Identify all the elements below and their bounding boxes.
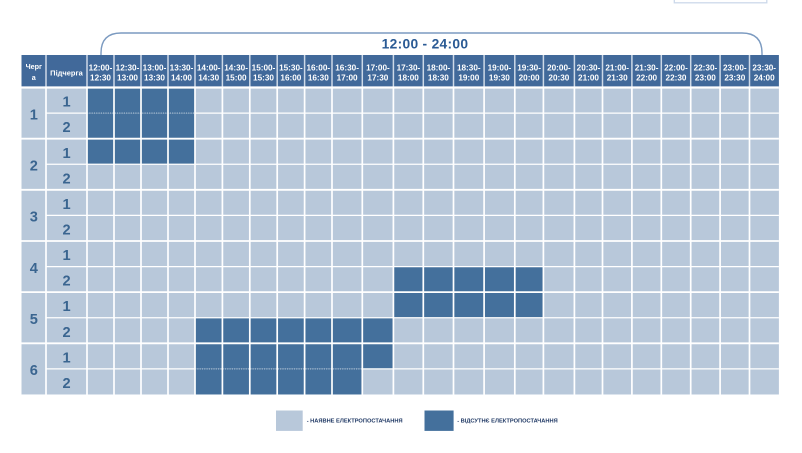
svg-text:22:30: 22:30 [666, 73, 687, 82]
svg-text:6: 6 [30, 363, 38, 379]
svg-text:19:00: 19:00 [458, 73, 479, 82]
svg-text:20:00-: 20:00- [547, 64, 571, 73]
svg-text:1: 1 [62, 197, 70, 213]
svg-text:15:30-: 15:30- [279, 64, 303, 73]
svg-text:19:00-: 19:00- [488, 64, 512, 73]
svg-text:13:30-: 13:30- [170, 64, 194, 73]
svg-text:14:00: 14:00 [171, 73, 192, 82]
svg-text:Підчерга: Підчерга [50, 69, 83, 78]
svg-text:21:00: 21:00 [578, 73, 599, 82]
svg-text:23:30-: 23:30- [752, 64, 776, 73]
svg-text:12:00 - 24:00: 12:00 - 24:00 [382, 37, 469, 52]
svg-text:1: 1 [62, 95, 70, 111]
svg-text:1: 1 [62, 146, 70, 162]
svg-text:13:00-: 13:00- [143, 64, 167, 73]
svg-text:14:30-: 14:30- [224, 64, 248, 73]
svg-text:20:30: 20:30 [548, 73, 569, 82]
svg-text:21:30: 21:30 [607, 73, 628, 82]
svg-text:15:30: 15:30 [253, 73, 274, 82]
svg-text:1: 1 [62, 299, 70, 315]
svg-text:18:30: 18:30 [428, 73, 449, 82]
svg-text:13:30: 13:30 [144, 73, 165, 82]
svg-text:1: 1 [62, 248, 70, 264]
svg-text:16:00: 16:00 [280, 73, 301, 82]
svg-text:1: 1 [62, 350, 70, 366]
svg-text:- НАЯВНЕ ЕЛЕКТРОПОСТАЧАННЯ: - НАЯВНЕ ЕЛЕКТРОПОСТАЧАННЯ [307, 419, 403, 425]
svg-text:24:00: 24:00 [754, 73, 775, 82]
svg-text:17:30-: 17:30- [397, 64, 421, 73]
svg-text:15:00-: 15:00- [252, 64, 276, 73]
svg-text:- ВІДСУТНЄ ЕЛЕКТРОПОСТАЧАННЯ: - ВІДСУТНЄ ЕЛЕКТРОПОСТАЧАННЯ [457, 419, 557, 425]
svg-text:18:00-: 18:00- [427, 64, 451, 73]
svg-text:18:00: 18:00 [398, 73, 419, 82]
svg-text:21:30-: 21:30- [635, 64, 659, 73]
svg-text:1: 1 [30, 107, 38, 123]
svg-text:2: 2 [62, 274, 70, 290]
svg-text:12:00-: 12:00- [89, 64, 113, 73]
svg-text:19:30-: 19:30- [517, 64, 541, 73]
svg-text:17:00-: 17:00- [366, 64, 390, 73]
svg-text:21:00-: 21:00- [605, 64, 629, 73]
svg-text:20:30-: 20:30- [577, 64, 601, 73]
svg-text:23:00: 23:00 [695, 73, 716, 82]
svg-text:14:00-: 14:00- [197, 64, 221, 73]
svg-text:2: 2 [62, 376, 70, 392]
svg-text:16:00-: 16:00- [306, 64, 330, 73]
svg-text:20:00: 20:00 [519, 73, 540, 82]
svg-text:23:00-: 23:00- [723, 64, 747, 73]
svg-text:12:30: 12:30 [90, 73, 111, 82]
svg-text:4: 4 [30, 261, 39, 277]
svg-text:2: 2 [62, 120, 70, 136]
svg-text:2: 2 [62, 223, 70, 239]
svg-text:12:30-: 12:30- [116, 64, 140, 73]
svg-text:2: 2 [62, 325, 70, 341]
svg-text:5: 5 [30, 312, 38, 328]
svg-text:22:00-: 22:00- [664, 64, 688, 73]
svg-text:18:30-: 18:30- [457, 64, 481, 73]
svg-text:23:30: 23:30 [724, 73, 745, 82]
svg-text:22:30-: 22:30- [694, 64, 718, 73]
svg-text:а: а [32, 73, 37, 82]
svg-text:15:00: 15:00 [226, 73, 247, 82]
svg-text:Черг: Черг [26, 62, 42, 71]
svg-text:16:30-: 16:30- [335, 64, 359, 73]
svg-text:17:00: 17:00 [337, 73, 358, 82]
svg-text:17:30: 17:30 [367, 73, 388, 82]
svg-text:2: 2 [62, 171, 70, 187]
svg-text:14:30: 14:30 [198, 73, 219, 82]
svg-text:2: 2 [30, 159, 38, 175]
svg-text:3: 3 [30, 210, 38, 226]
svg-text:16:30: 16:30 [308, 73, 329, 82]
svg-text:13:00: 13:00 [117, 73, 138, 82]
svg-text:19:30: 19:30 [489, 73, 510, 82]
svg-text:22:00: 22:00 [636, 73, 657, 82]
